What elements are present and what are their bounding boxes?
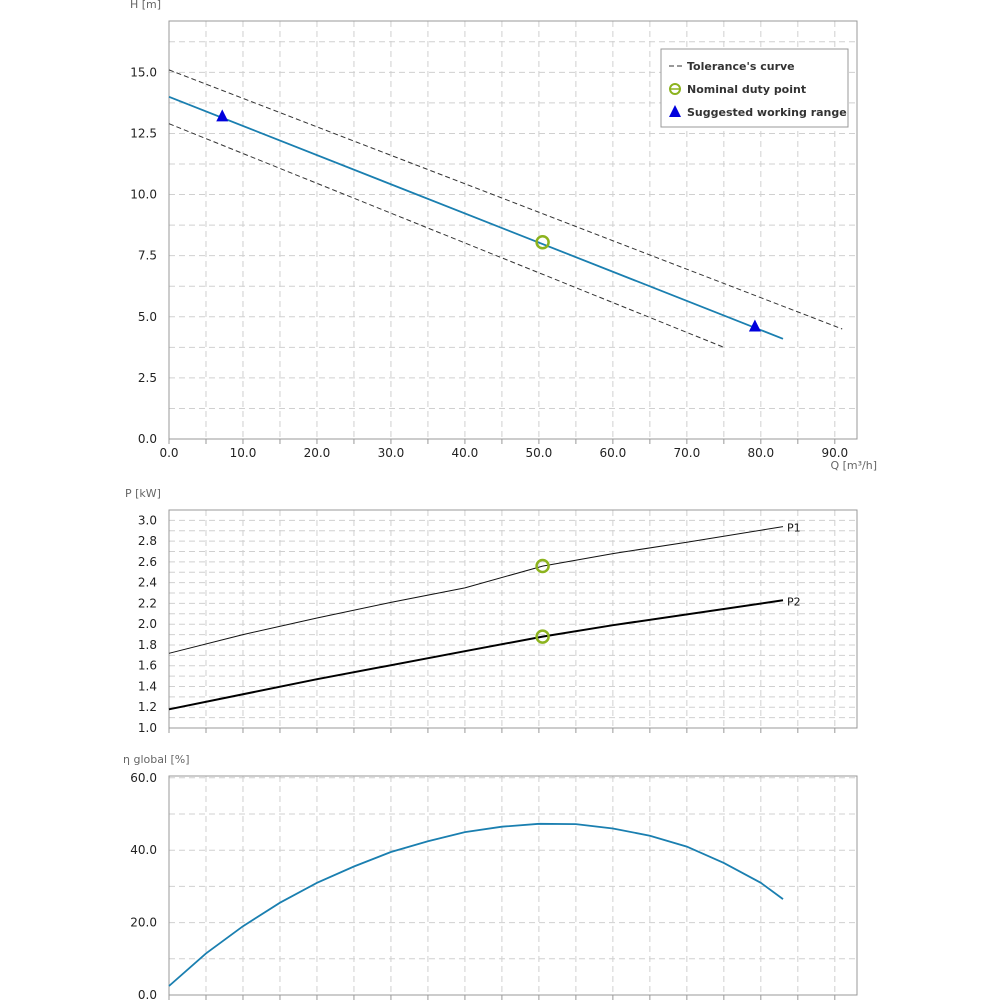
duty-point-marker [535, 558, 550, 574]
legend-box [660, 48, 849, 128]
x-tick-label: 10.0 [230, 446, 257, 460]
y-tick-label: 2.6 [138, 555, 157, 569]
p2-curve-line [168, 599, 784, 711]
p1-curve-label: P1 [787, 522, 801, 535]
x-tick-label: 30.0 [378, 446, 405, 460]
y-axis-label: H [m] [130, 0, 161, 11]
x-tick-label: 20.0 [304, 446, 331, 460]
working-range-marker [216, 109, 229, 122]
power-chart: 1.0 1.2 1.4 1.6 1.8 2.0 2.2 2.4 2.6 2.8 3.0 P [kW] P… [125, 487, 858, 735]
y-tick-label: 2.2 [138, 596, 157, 610]
y-tick-label: 40.0 [130, 843, 157, 857]
y-tick-label: 1.0 [138, 721, 157, 735]
plot-frame [168, 20, 858, 440]
y-tick-label: 2.4 [138, 576, 157, 590]
y-tick-label: 15.0 [130, 65, 157, 79]
y-tick-label: 3.0 [138, 513, 157, 527]
y-tick-label: 1.4 [138, 679, 157, 693]
y-axis-label: η global [%] [123, 753, 190, 766]
x-tick-label: 40.0 [452, 446, 479, 460]
legend-label: Suggested working range [687, 106, 847, 119]
x-tick-label: 80.0 [747, 446, 774, 460]
x-tick-label: 90.0 [821, 446, 848, 460]
x-tick-label: 70.0 [673, 446, 700, 460]
y-tick-label: 0.0 [138, 988, 157, 1000]
x-axis-label: Q [m³/h] [830, 459, 877, 472]
legend-label: Tolerance's curve [687, 60, 795, 73]
y-axis-label: P [kW] [125, 487, 161, 500]
legend-label: Nominal duty point [687, 83, 806, 96]
x-tick-label: 60.0 [600, 446, 627, 460]
duty-point-marker [535, 629, 550, 644]
head-curve-line [168, 95, 784, 340]
plot-frame [168, 775, 858, 996]
efficiency-curve-line [168, 822, 784, 987]
y-tick-label: 2.8 [138, 534, 157, 548]
head-chart: 0.0 2.5 5.0 7.5 10.0 12.5 15.0 0.0 10.0 20.0 30.0 4… [130, 0, 877, 472]
y-tick-label: 0.0 [138, 432, 157, 446]
efficiency-chart: 0.0 20.0 40.0 60.0 η global [%] [123, 753, 858, 1000]
tolerance-upper-line [168, 69, 843, 330]
x-tick-label: 50.0 [526, 446, 553, 460]
y-tick-label: 2.0 [138, 617, 157, 631]
legend-triangle-icon [669, 105, 681, 117]
legend: Tolerance's curve Nominal duty point Sugge… [660, 48, 849, 128]
y-tick-label: 2.5 [138, 371, 157, 385]
y-tick-label: 5.0 [138, 310, 157, 324]
plot-frame [168, 509, 858, 729]
duty-point-marker [535, 234, 550, 250]
y-tick-label: 7.5 [138, 249, 157, 263]
y-tick-label: 20.0 [130, 916, 157, 930]
y-tick-label: 1.2 [138, 700, 157, 714]
y-tick-label: 10.0 [130, 188, 157, 202]
x-tick-label: 0.0 [159, 446, 178, 460]
y-tick-label: 60.0 [130, 771, 157, 785]
tolerance-lower-line [168, 123, 724, 348]
y-tick-label: 1.6 [138, 659, 157, 673]
y-tick-label: 12.5 [130, 126, 157, 140]
y-tick-label: 1.8 [138, 638, 157, 652]
p2-curve-label: P2 [787, 595, 801, 608]
p1-curve-line [168, 526, 784, 654]
working-range-marker [748, 319, 761, 332]
